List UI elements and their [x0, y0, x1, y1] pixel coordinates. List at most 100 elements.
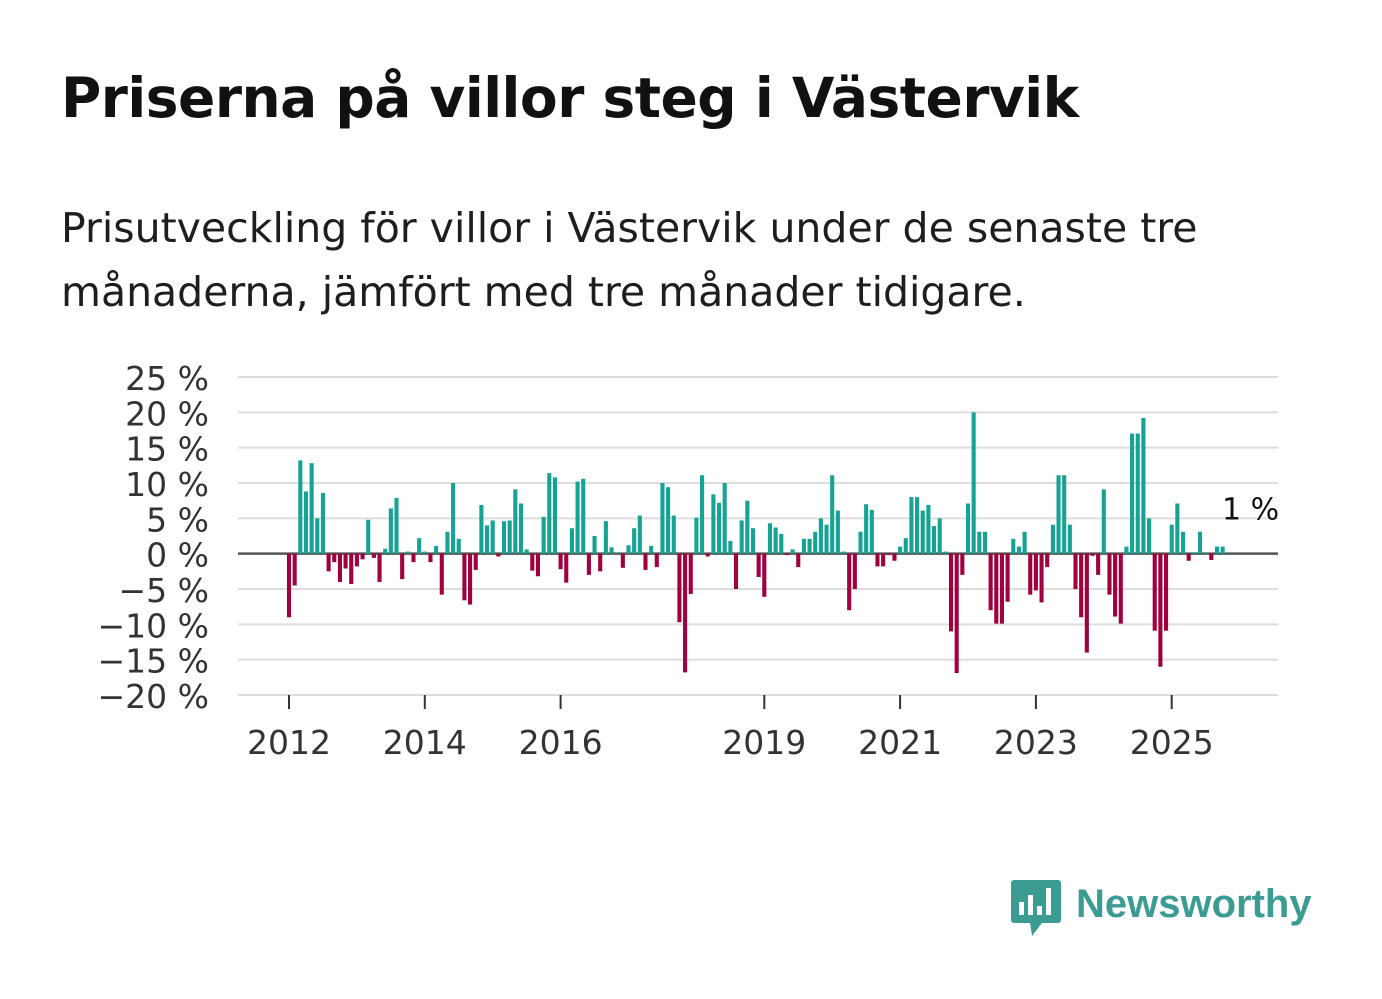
bar-positive	[745, 500, 750, 554]
bar-positive	[841, 551, 846, 554]
x-tick-label: 2021	[858, 723, 942, 762]
bar-positive	[592, 536, 597, 554]
y-tick-label: 15 %	[125, 430, 209, 469]
x-axis: 2012 2014 2016 2019 2021 2023 2025	[247, 695, 1214, 762]
bar-negative	[994, 553, 999, 624]
bar-negative	[1005, 553, 1010, 602]
bar-positive	[366, 519, 371, 554]
bar-positive	[807, 538, 812, 554]
bar-positive	[813, 531, 818, 554]
bar-positive	[898, 546, 903, 554]
chart-subtitle: Prisutveckling för villor i Västervik un…	[61, 204, 1198, 316]
y-tick-label: −15 %	[98, 642, 210, 681]
bar-negative	[1096, 553, 1101, 575]
bar-negative	[349, 553, 354, 585]
bar-negative	[892, 553, 897, 561]
bar-positive	[915, 497, 920, 554]
newsworthy-bar-chart-icon	[1011, 880, 1061, 936]
bar-positive	[417, 538, 422, 554]
bar-positive	[711, 494, 716, 554]
bar-positive	[501, 521, 507, 554]
bar-positive	[1130, 433, 1135, 554]
bar-positive	[541, 516, 546, 554]
bar-positive	[513, 489, 518, 554]
bar-negative	[400, 553, 405, 580]
bar-negative	[473, 553, 478, 570]
y-tick-label: 5 %	[146, 500, 209, 539]
x-tick-label: 2025	[1130, 723, 1214, 762]
bar-negative	[705, 553, 710, 557]
bar-positive	[818, 518, 823, 554]
bar-negative	[564, 553, 569, 583]
bar-negative	[1186, 553, 1191, 561]
bar-negative	[1163, 553, 1169, 631]
bar-negative	[292, 553, 297, 586]
bar-negative	[1152, 553, 1157, 631]
bar-positive	[1147, 518, 1152, 554]
bar-positive	[490, 520, 495, 554]
bar-positive	[320, 492, 325, 554]
bar-negative	[1045, 553, 1050, 568]
y-tick-label: −5 %	[119, 571, 210, 610]
bar-negative	[530, 553, 535, 571]
bar-positive	[298, 460, 303, 554]
bar-positive	[926, 504, 931, 554]
bar-positive	[1141, 417, 1146, 554]
bar-positive	[694, 517, 699, 554]
bar-positive	[637, 515, 642, 554]
bar-positive	[422, 551, 427, 554]
x-tick-label: 2016	[519, 723, 603, 762]
x-tick-label: 2023	[994, 723, 1078, 762]
brand-name: Newsworthy	[1076, 882, 1312, 926]
bar-positive	[728, 540, 733, 554]
bar-positive	[835, 510, 840, 554]
bar-positive	[722, 483, 727, 554]
bar-positive	[383, 548, 388, 554]
bar-negative	[1107, 553, 1112, 595]
bar-negative	[337, 553, 342, 582]
bar-negative	[286, 553, 292, 618]
x-tick-label: 2012	[247, 723, 331, 762]
bar-positive	[982, 531, 988, 554]
bar-positive	[1062, 475, 1067, 554]
bar-positive	[977, 531, 982, 554]
bar-positive	[1016, 546, 1021, 554]
bar-positive	[824, 524, 829, 554]
bar-positive	[932, 526, 937, 554]
bar-positive	[937, 518, 942, 554]
y-axis: 25 %20 %15 %10 %5 %0 %−5 %−10 %−15 %−20 …	[98, 359, 210, 716]
bar-positive	[405, 551, 410, 554]
bar-positive	[864, 504, 869, 554]
bar-positive	[1203, 552, 1208, 554]
bar-positive	[451, 483, 456, 554]
bar-positive	[1067, 524, 1072, 554]
bar-negative	[1079, 553, 1084, 618]
x-tick-label: 2014	[383, 723, 467, 762]
bar-negative	[1039, 553, 1044, 603]
bar-positive	[1180, 531, 1186, 554]
bar-negative	[677, 553, 682, 623]
bar-positive	[1101, 489, 1106, 554]
bar-negative	[999, 553, 1004, 624]
y-tick-label: 25 %	[125, 359, 209, 398]
bar-negative	[428, 553, 433, 563]
bar-negative	[988, 553, 993, 611]
bar-positive	[943, 551, 948, 554]
bar-positive	[739, 520, 744, 554]
bar-positive	[1214, 546, 1220, 554]
bar-positive	[801, 538, 806, 554]
bar-negative	[411, 553, 416, 563]
bar-negative	[1209, 553, 1214, 561]
bar-positive	[716, 502, 722, 554]
bar-negative	[1118, 553, 1123, 624]
bar-negative	[756, 553, 761, 577]
bar-positive	[303, 491, 309, 554]
bar-negative	[1158, 553, 1163, 667]
bar-positive	[575, 481, 580, 554]
bar-negative	[377, 553, 382, 582]
bar-negative	[326, 553, 331, 572]
bar-negative	[733, 553, 739, 589]
bar-negative	[643, 553, 648, 570]
bar-positive	[1011, 538, 1016, 554]
gridlines	[238, 376, 1278, 696]
